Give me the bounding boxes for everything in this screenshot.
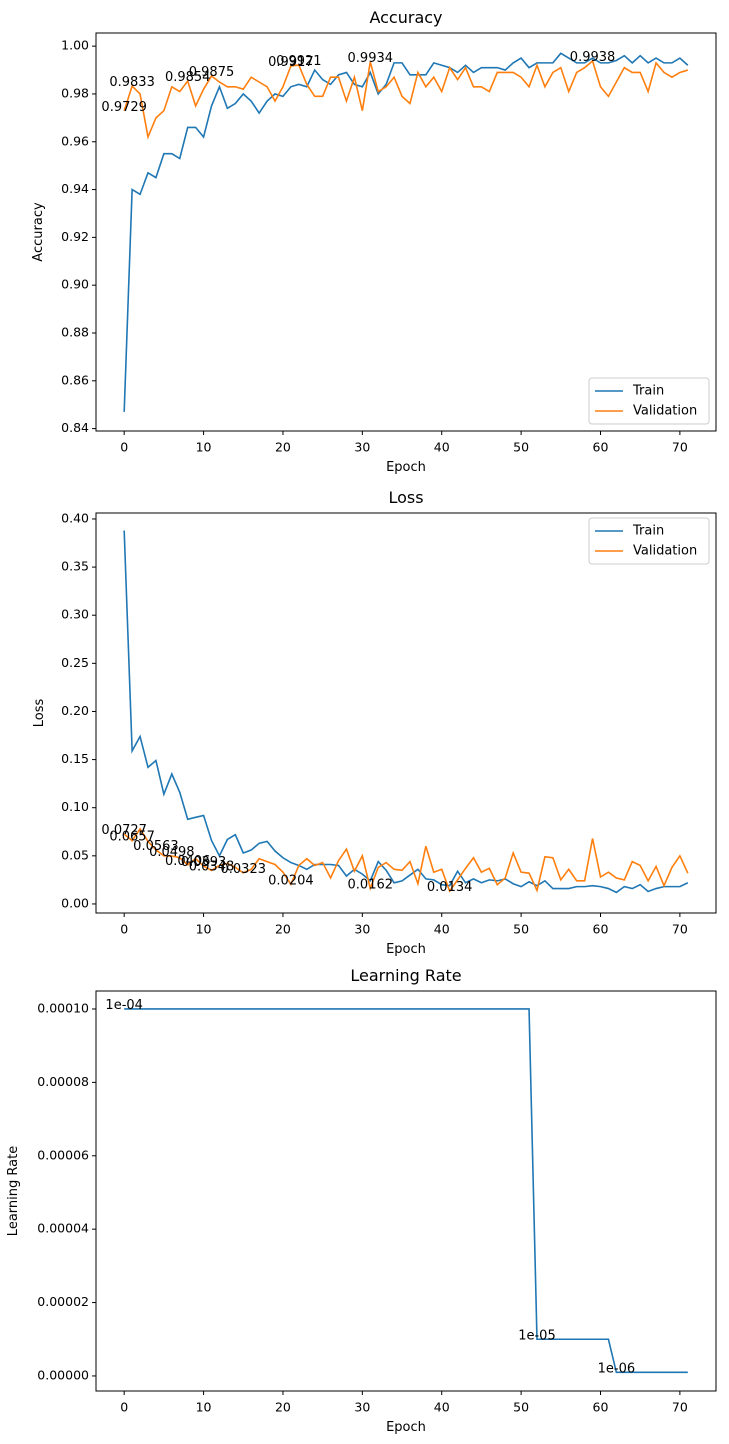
annotation: 0.0727 (101, 823, 147, 838)
annotation: 1e-05 (518, 1328, 556, 1343)
annotation: 1e-06 (598, 1361, 636, 1376)
y-tick-label: 1.00 (61, 38, 89, 53)
annotation: 0.9875 (189, 65, 235, 80)
y-tick-label: 0.98 (61, 85, 89, 100)
x-axis-label: Epoch (386, 460, 426, 475)
x-tick-label: 40 (434, 1400, 450, 1415)
x-tick-label: 60 (593, 1400, 609, 1415)
x-tick-label: 10 (196, 922, 212, 937)
y-tick-label: 0.05 (61, 847, 89, 862)
series-line (123, 59, 689, 140)
y-axis-label: Accuracy (31, 202, 46, 262)
x-tick-label: 0 (120, 440, 128, 455)
legend-label: Train (632, 524, 664, 539)
annotation: 0.9729 (101, 100, 147, 115)
y-tick-label: 0.10 (61, 799, 89, 814)
x-tick-label: 60 (593, 440, 609, 455)
y-tick-label: 0.84 (61, 420, 89, 435)
y-tick-label: 0.00004 (37, 1221, 89, 1236)
y-tick-label: 0.00008 (37, 1074, 89, 1089)
legend-box (588, 517, 710, 565)
y-tick-label: 0.00010 (37, 1000, 89, 1015)
annotation: 1e-04 (105, 998, 143, 1013)
y-tick-label: 0.90 (61, 277, 89, 292)
y-tick-label: 0.00002 (37, 1294, 89, 1309)
annotation: 0.0204 (268, 873, 314, 888)
annotation: 0.0406 (165, 854, 211, 869)
x-tick-label: 70 (672, 440, 688, 455)
y-axis-label: Learning Rate (6, 1146, 21, 1236)
y-tick-label: 0.96 (61, 133, 89, 148)
annotation: 0.0657 (109, 830, 155, 845)
x-tick-label: 40 (434, 922, 450, 937)
annotation: 0.0498 (149, 845, 195, 860)
y-tick-label: 0.35 (61, 559, 89, 574)
x-tick-label: 10 (196, 440, 212, 455)
series-line (123, 827, 689, 893)
annotation: 0.9934 (348, 51, 394, 66)
annotation: 0.0563 (133, 839, 179, 854)
y-tick-label: 0.25 (61, 655, 89, 670)
annotation: 0.0348 (189, 859, 235, 874)
x-tick-label: 0 (120, 1400, 128, 1415)
y-tick-label: 0.92 (61, 229, 89, 244)
subplot: Learning Rate 0 10 20 30 40 50 60 70 0.00000 0.000… (6, 966, 717, 1435)
x-tick-label: 30 (354, 440, 370, 455)
subplot-title: Accuracy (369, 8, 442, 27)
series-line (124, 1008, 688, 1374)
x-tick-label: 50 (513, 922, 529, 937)
plot-frame (95, 990, 717, 1392)
annotation: 0.9854 (165, 70, 211, 85)
legend-box (588, 377, 710, 425)
x-tick-label: 70 (672, 1400, 688, 1415)
y-tick-label: 0.20 (61, 703, 89, 718)
x-axis-label: Epoch (386, 1420, 426, 1435)
annotation: 0.0393 (181, 855, 227, 870)
y-axis-label: Loss (32, 699, 47, 728)
annotation: 0.0134 (427, 880, 473, 895)
y-tick-label: 0.00006 (37, 1147, 89, 1162)
annotation: 0.0323 (221, 862, 267, 877)
legend-label: Train (632, 384, 664, 399)
y-tick-label: 0.94 (61, 181, 89, 196)
legend-label: Validation (633, 404, 697, 419)
annotation: 0.9917 (268, 55, 314, 70)
annotation: 0.9921 (276, 54, 322, 69)
y-tick-label: 0.15 (61, 751, 89, 766)
y-tick-label: 0.88 (61, 324, 89, 339)
y-tick-label: 0.00000 (37, 1367, 89, 1382)
y-tick-label: 0.40 (61, 510, 89, 525)
y-tick-label: 0.00 (61, 895, 89, 910)
annotation: 0.0162 (348, 877, 394, 892)
x-tick-label: 20 (275, 440, 291, 455)
x-tick-label: 20 (275, 922, 291, 937)
annotation: 0.9938 (570, 50, 616, 65)
subplot: Loss 0 10 20 30 40 50 60 70 0.00 0.05 0.10 0.15 0.20 0… (32, 488, 717, 957)
annotation: 0.9833 (109, 75, 155, 90)
y-tick-label: 0.86 (61, 372, 89, 387)
x-tick-label: 50 (513, 1400, 529, 1415)
subplot: Accuracy 0 10 20 30 40 50 60 70 0.84 0.86 0.88 0.90 0… (31, 8, 717, 475)
series-line (123, 52, 689, 412)
x-tick-label: 0 (120, 922, 128, 937)
x-tick-label: 30 (354, 1400, 370, 1415)
subplot-title: Loss (388, 488, 423, 507)
subplot-title: Learning Rate (350, 966, 461, 985)
x-tick-label: 60 (593, 922, 609, 937)
x-tick-label: 10 (196, 1400, 212, 1415)
series-line (123, 530, 689, 894)
x-tick-label: 70 (672, 922, 688, 937)
x-tick-label: 50 (513, 440, 529, 455)
plot-frame (95, 32, 717, 432)
legend-label: Validation (633, 544, 697, 559)
y-tick-label: 0.30 (61, 607, 89, 622)
x-tick-label: 40 (434, 440, 450, 455)
x-tick-label: 30 (354, 922, 370, 937)
x-axis-label: Epoch (386, 942, 426, 957)
plot-frame (95, 512, 717, 914)
x-tick-label: 20 (275, 1400, 291, 1415)
